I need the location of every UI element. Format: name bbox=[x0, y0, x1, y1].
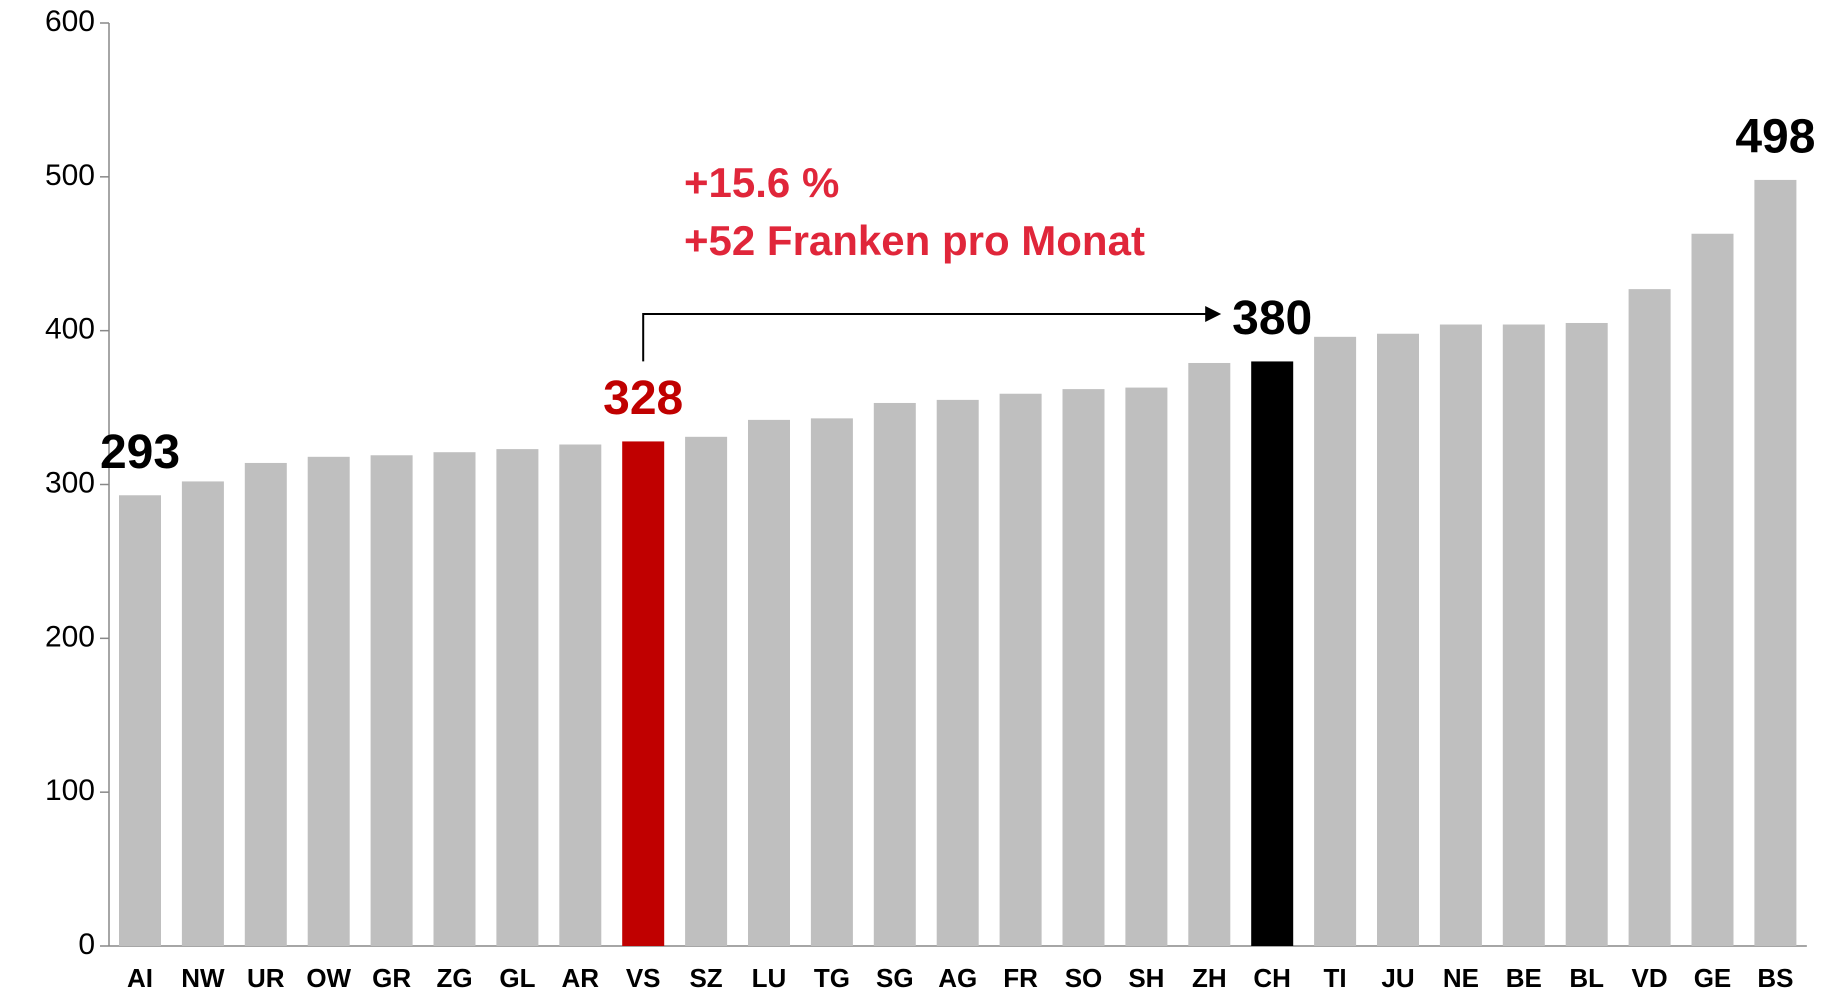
x-tick-label: ZH bbox=[1192, 963, 1227, 993]
x-tick-label: SH bbox=[1128, 963, 1164, 993]
bar bbox=[496, 449, 539, 946]
x-tick-label: TG bbox=[814, 963, 850, 993]
data-label: 328 bbox=[603, 372, 683, 425]
y-tick-label: 300 bbox=[45, 466, 95, 499]
bar bbox=[559, 444, 602, 946]
y-tick-label: 0 bbox=[78, 928, 95, 961]
x-tick-label: VS bbox=[626, 963, 661, 993]
bar bbox=[810, 418, 853, 946]
annotation: +52 Franken pro Monat bbox=[684, 217, 1145, 264]
data-label: 498 bbox=[1735, 111, 1815, 164]
y-tick-label: 600 bbox=[45, 5, 95, 38]
x-tick-label: TI bbox=[1324, 963, 1347, 993]
x-tick-label: OW bbox=[306, 963, 351, 993]
annotation: +15.6 % bbox=[684, 159, 839, 206]
bar bbox=[1188, 362, 1231, 946]
bar bbox=[1691, 233, 1734, 947]
bar bbox=[370, 455, 413, 946]
bar bbox=[1754, 179, 1797, 946]
x-tick-label: UR bbox=[247, 963, 285, 993]
bar bbox=[999, 393, 1042, 946]
data-label: 293 bbox=[100, 426, 180, 479]
x-tick-label: CH bbox=[1253, 963, 1291, 993]
bar bbox=[244, 462, 287, 946]
bar bbox=[1314, 336, 1357, 946]
y-tick-label: 200 bbox=[45, 620, 95, 653]
bar bbox=[307, 456, 350, 946]
bar bbox=[622, 441, 665, 946]
x-tick-label: BL bbox=[1569, 963, 1604, 993]
bar bbox=[936, 399, 979, 946]
bar bbox=[748, 419, 790, 946]
x-tick-label: SG bbox=[876, 963, 914, 993]
x-tick-label: SO bbox=[1065, 963, 1103, 993]
x-tick-label: SZ bbox=[689, 963, 722, 993]
x-tick-label: GR bbox=[372, 963, 411, 993]
x-tick-label: FR bbox=[1003, 963, 1038, 993]
x-tick-label: AR bbox=[562, 963, 600, 993]
bar bbox=[1439, 324, 1482, 947]
arrow-head bbox=[1205, 306, 1222, 322]
bar bbox=[873, 402, 916, 946]
bar bbox=[1377, 333, 1419, 946]
x-tick-label: AG bbox=[938, 963, 977, 993]
x-tick-label: LU bbox=[752, 963, 787, 993]
x-tick-label: BE bbox=[1506, 963, 1542, 993]
bar bbox=[1628, 289, 1671, 946]
bar bbox=[685, 436, 728, 946]
bar bbox=[1565, 322, 1608, 947]
x-tick-label: VD bbox=[1632, 963, 1668, 993]
arrow-line bbox=[642, 313, 1208, 362]
bar bbox=[1062, 389, 1105, 947]
bar bbox=[181, 481, 224, 946]
bar bbox=[119, 495, 161, 946]
y-tick-label: 400 bbox=[45, 313, 95, 346]
x-tick-label: GE bbox=[1694, 963, 1732, 993]
x-tick-label: GL bbox=[499, 963, 535, 993]
bar bbox=[433, 452, 476, 946]
bar bbox=[1125, 387, 1168, 947]
data-label: 380 bbox=[1232, 292, 1312, 345]
x-tick-label: ZG bbox=[436, 963, 472, 993]
y-tick-label: 500 bbox=[45, 159, 95, 192]
bar bbox=[1251, 361, 1294, 946]
x-tick-label: BS bbox=[1757, 963, 1793, 993]
x-tick-label: NW bbox=[181, 963, 225, 993]
x-tick-label: AI bbox=[127, 963, 153, 993]
x-tick-label: NE bbox=[1443, 963, 1479, 993]
y-tick-label: 100 bbox=[45, 774, 95, 807]
bar bbox=[1502, 324, 1545, 947]
x-tick-label: JU bbox=[1381, 963, 1414, 993]
